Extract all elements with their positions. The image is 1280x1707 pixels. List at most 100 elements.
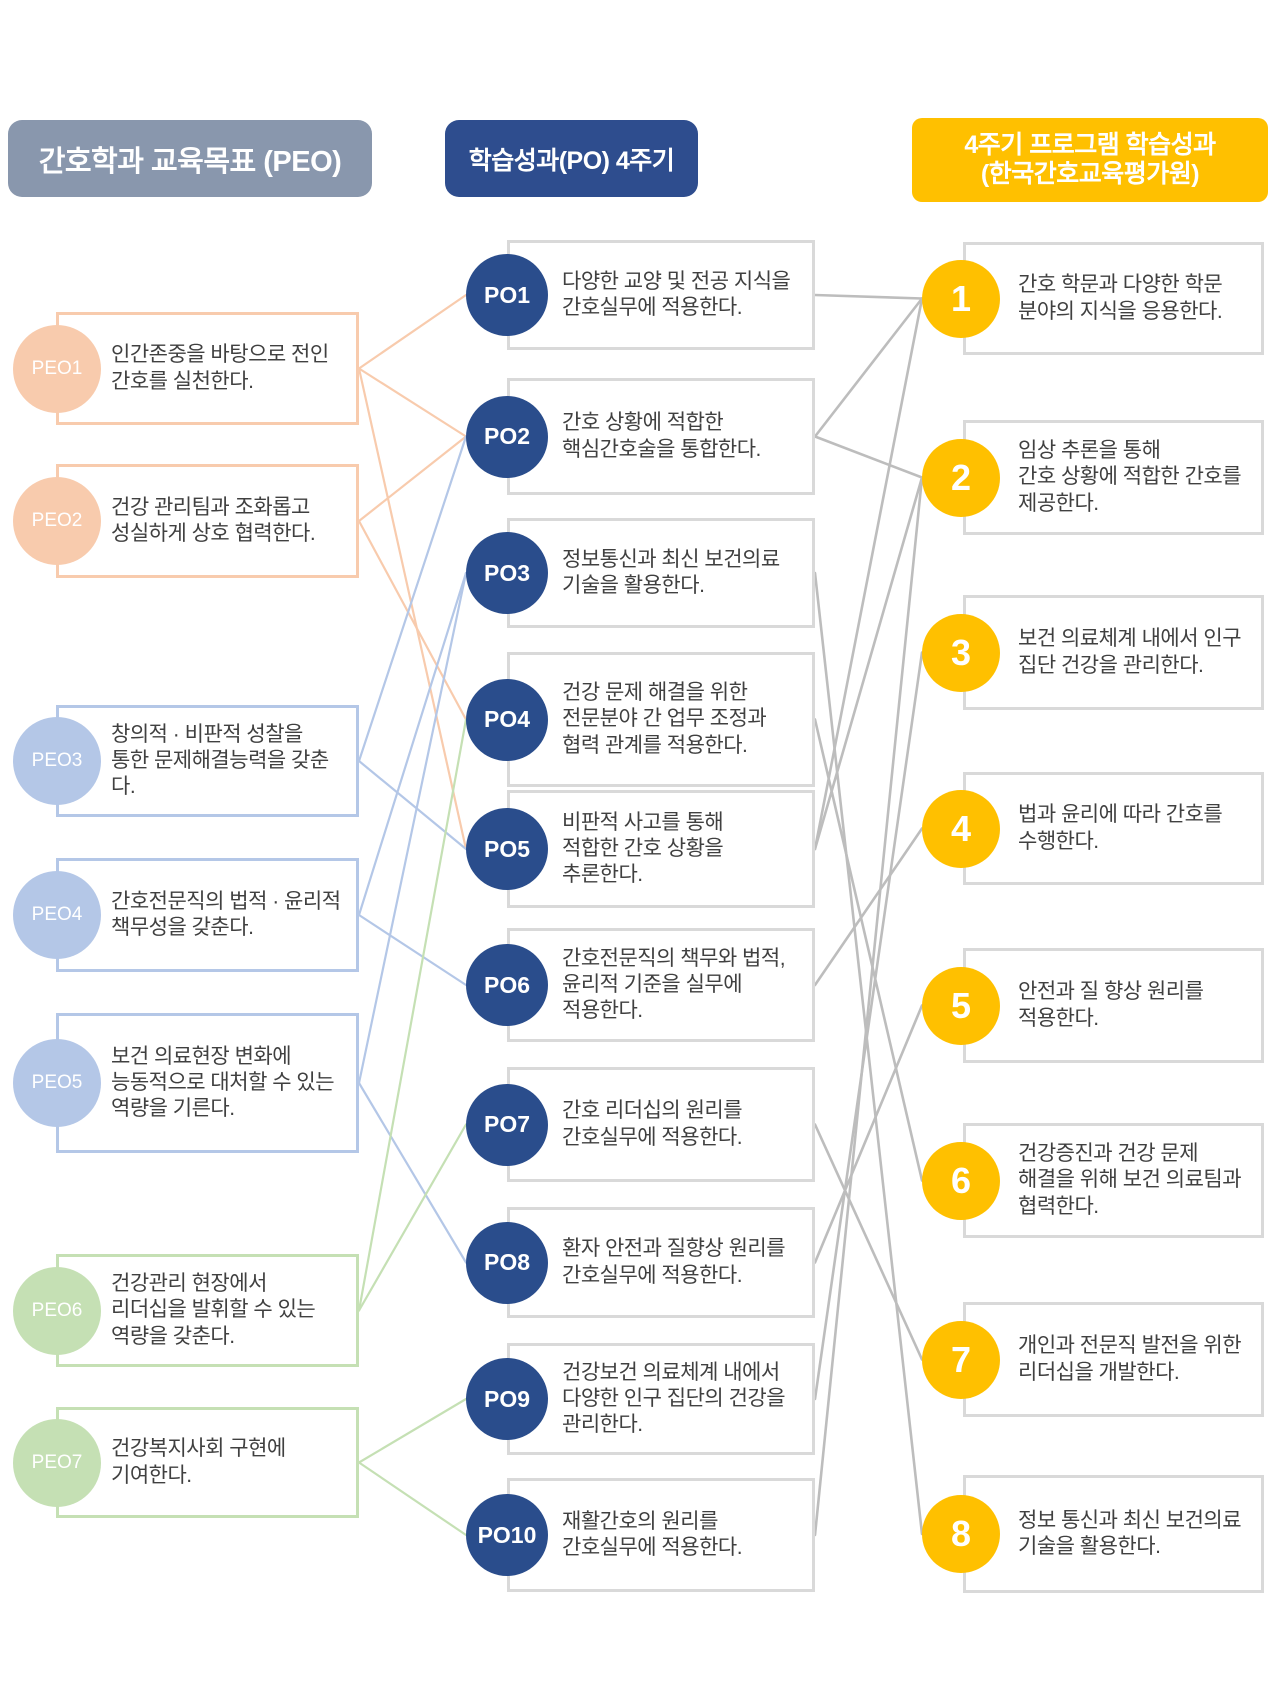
out-box-8: 정보 통신과 최신 보건의료 기술을 활용한다. xyxy=(963,1475,1264,1593)
po-box-PO3: 정보통신과 최신 보건의료 기술을 활용한다. xyxy=(507,518,815,628)
header-po: 학습성과(PO) 4주기 xyxy=(445,120,698,197)
header-program-outcomes-line1: 4주기 프로그램 학습성과 xyxy=(964,130,1216,159)
po-label-circle-PO4: PO4 xyxy=(466,678,548,761)
peo-box-PEO7: 건강복지사회 구현에 기여한다. xyxy=(56,1407,359,1518)
peo-label-circle-PEO1: PEO1 xyxy=(13,324,101,413)
out-box-5: 안전과 질 향상 원리를 적용한다. xyxy=(963,948,1264,1063)
peo-label-circle-PEO4: PEO4 xyxy=(13,871,101,959)
peo-label-circle-PEO2: PEO2 xyxy=(13,477,101,565)
po-text: 간호전문직의 책무와 법적, 윤리적 기준을 실무에 적용한다. xyxy=(562,946,786,1023)
out-text: 임상 추론을 통해 간호 상황에 적합한 간호를 제공한다. xyxy=(1018,439,1242,515)
out-label-circle-4: 4 xyxy=(922,789,1000,868)
peo-box-PEO5: 보건 의료현장 변화에 능동적으로 대처할 수 있는 역량을 기른다. xyxy=(56,1013,359,1153)
out-label-circle-1: 1 xyxy=(922,259,1000,338)
out-label-circle-8: 8 xyxy=(922,1495,1000,1573)
link-PO10-to-outcome-2 xyxy=(813,476,924,1537)
link-PEO3-to-PO2 xyxy=(357,435,468,763)
out-box-6: 건강증진과 건강 문제 해결을 위해 보건 의료팀과 협력한다. xyxy=(963,1123,1264,1238)
po-text: 재활간호의 원리를 간호실무에 적용한다. xyxy=(562,1509,743,1559)
po-text: 간호 상황에 적합한 핵심간호술을 통합한다. xyxy=(562,411,761,461)
peo-label-circle-PEO3: PEO3 xyxy=(13,717,101,805)
peo-box-PEO2: 건강 관리팀과 조화롭고 성실하게 상호 협력한다. xyxy=(56,464,359,578)
out-label-circle-3: 3 xyxy=(922,613,1000,692)
po-text: 환자 안전과 질향상 원리를 간호실무에 적용한다. xyxy=(562,1237,786,1287)
link-PEO6-to-PO4 xyxy=(357,718,468,1312)
link-PO2-to-outcome-1 xyxy=(813,297,924,438)
out-text: 안전과 질 향상 원리를 적용한다. xyxy=(1018,980,1204,1030)
link-PEO5-to-PO8 xyxy=(357,1081,468,1264)
peo-label-circle-PEO7: PEO7 xyxy=(13,1418,101,1507)
link-PEO2-to-PO4 xyxy=(357,519,468,721)
peo-label-circle-PEO6: PEO6 xyxy=(13,1266,101,1355)
header-peo: 간호학과 교육목표 (PEO) xyxy=(8,120,372,197)
out-box-1: 간호 학문과 다양한 학문 분야의 지식을 응용한다. xyxy=(963,242,1264,355)
link-PEO5-to-PO3 xyxy=(357,571,468,1085)
out-text: 간호 학문과 다양한 학문 분야의 지식을 응용한다. xyxy=(1018,273,1223,323)
po-text: 건강보건 의료체계 내에서 다양한 인구 집단의 건강을 관리한다. xyxy=(562,1360,786,1437)
peo-text: 건강복지사회 구현에 기여한다. xyxy=(111,1437,286,1487)
peo-label-circle-PEO5: PEO5 xyxy=(13,1039,101,1127)
po-label-circle-PO10: PO10 xyxy=(466,1494,548,1576)
out-label-circle-2: 2 xyxy=(922,438,1000,517)
peo-text: 간호전문직의 법적 · 윤리적 책무성을 갖춘다. xyxy=(111,889,341,939)
link-PO7-to-outcome-7 xyxy=(813,1123,924,1361)
out-text: 개인과 전문직 발전을 위한 리더십을 개발한다. xyxy=(1018,1334,1242,1384)
po-label-circle-PO3: PO3 xyxy=(466,532,548,614)
link-PO8-to-outcome-5 xyxy=(813,1004,924,1264)
po-label-circle-PO8: PO8 xyxy=(466,1221,548,1304)
out-box-4: 법과 윤리에 따라 간호를 수행한다. xyxy=(963,772,1264,885)
link-PO9-to-outcome-3 xyxy=(813,651,924,1401)
peo-box-PEO3: 창의적 · 비판적 성찰을 통한 문제해결능력을 갖춘다. xyxy=(56,705,359,817)
po-box-PO9: 건강보건 의료체계 내에서 다양한 인구 집단의 건강을 관리한다. xyxy=(507,1343,815,1455)
link-PEO6-to-PO7 xyxy=(357,1123,468,1312)
link-PO5-to-outcome-2 xyxy=(813,476,924,851)
peo-box-PEO1: 인간존중을 바탕으로 전인 간호를 실천한다. xyxy=(56,312,359,425)
out-text: 정보 통신과 최신 보건의료 기술을 활용한다. xyxy=(1018,1508,1242,1558)
peo-text: 창의적 · 비판적 성찰을 통한 문제해결능력을 갖춘다. xyxy=(111,722,329,799)
header-program-outcomes: 4주기 프로그램 학습성과 (한국간호교육평가원) xyxy=(912,118,1268,202)
po-text: 비판적 사고를 통해 적합한 간호 상황을 추론한다. xyxy=(562,810,724,887)
out-text: 법과 윤리에 따라 간호를 수행한다. xyxy=(1018,803,1223,853)
link-PEO7-to-PO9 xyxy=(357,1397,468,1464)
po-box-PO1: 다양한 교양 및 전공 지식을 간호실무에 적용한다. xyxy=(507,240,815,350)
out-box-2: 임상 추론을 통해 간호 상황에 적합한 간호를 제공한다. xyxy=(963,420,1264,535)
link-PO4-to-outcome-6 xyxy=(813,718,924,1182)
po-box-PO5: 비판적 사고를 통해 적합한 간호 상황을 추론한다. xyxy=(507,790,815,908)
po-label-circle-PO1: PO1 xyxy=(466,254,548,336)
link-PEO7-to-PO10 xyxy=(357,1461,468,1537)
out-box-3: 보건 의료체계 내에서 인구 집단 건강을 관리한다. xyxy=(963,595,1264,710)
po-box-PO4: 건강 문제 해결을 위한 전문분야 간 업무 조정과 협력 관계를 적용한다. xyxy=(507,652,815,787)
link-PO5-to-outcome-1 xyxy=(813,297,924,851)
peo-text: 건강 관리팀과 조화롭고 성실하게 상호 협력한다. xyxy=(111,495,316,545)
link-PEO1-to-PO1 xyxy=(357,293,468,370)
peo-box-PEO6: 건강관리 현장에서 리더십을 발휘할 수 있는 역량을 갖춘다. xyxy=(56,1254,359,1367)
po-box-PO6: 간호전문직의 책무와 법적, 윤리적 기준을 실무에 적용한다. xyxy=(507,928,815,1042)
link-PEO2-to-PO2 xyxy=(357,435,468,523)
po-box-PO7: 간호 리더십의 원리를 간호실무에 적용한다. xyxy=(507,1067,815,1182)
po-label-circle-PO6: PO6 xyxy=(466,944,548,1026)
po-text: 다양한 교양 및 전공 지식을 간호실무에 적용한다. xyxy=(562,269,791,319)
peo-text: 건강관리 현장에서 리더십을 발휘할 수 있는 역량을 갖춘다. xyxy=(111,1272,316,1348)
out-box-7: 개인과 전문직 발전을 위한 리더십을 개발한다. xyxy=(963,1302,1264,1417)
link-PEO4-to-PO6 xyxy=(357,913,468,987)
po-label-circle-PO9: PO9 xyxy=(466,1358,548,1440)
po-box-PO2: 간호 상황에 적합한 핵심간호술을 통합한다. xyxy=(507,378,815,495)
link-PEO3-to-PO5 xyxy=(357,759,468,851)
link-PO1-to-outcome-1 xyxy=(813,293,924,300)
po-text: 정보통신과 최신 보건의료 기술을 활용한다. xyxy=(562,547,780,597)
peo-text: 인간존중을 바탕으로 전인 간호를 실천한다. xyxy=(111,343,329,393)
peo-box-PEO4: 간호전문직의 법적 · 윤리적 책무성을 갖춘다. xyxy=(56,858,359,972)
link-PO3-to-outcome-8 xyxy=(813,571,924,1536)
po-label-circle-PO7: PO7 xyxy=(466,1083,548,1166)
po-label-circle-PO2: PO2 xyxy=(466,395,548,478)
po-box-PO8: 환자 안전과 질향상 원리를 간호실무에 적용한다. xyxy=(507,1207,815,1318)
link-PEO1-to-PO2 xyxy=(357,367,468,438)
peo-text: 보건 의료현장 변화에 능동적으로 대처할 수 있는 역량을 기른다. xyxy=(111,1044,335,1121)
po-text: 건강 문제 해결을 위한 전문분야 간 업무 조정과 협력 관계를 적용한다. xyxy=(562,681,767,757)
po-text: 간호 리더십의 원리를 간호실무에 적용한다. xyxy=(562,1099,743,1149)
link-PO6-to-outcome-4 xyxy=(813,827,924,987)
link-PEO4-to-PO3 xyxy=(357,571,468,917)
out-label-circle-7: 7 xyxy=(922,1320,1000,1399)
